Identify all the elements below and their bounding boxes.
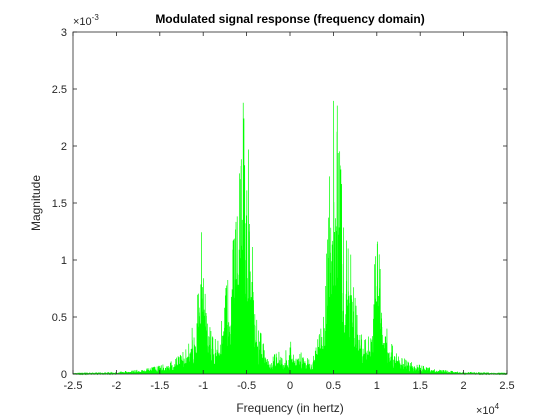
x-tick-label: 2	[461, 380, 467, 392]
x-tick-label: 1	[374, 380, 380, 392]
x-exponent-base: ×10	[476, 405, 495, 417]
x-tick-label: -2.5	[64, 380, 83, 392]
x-tick-label: 0	[287, 380, 293, 392]
x-exponent-power: 4	[495, 402, 500, 411]
y-exponent: ×10-3	[73, 13, 99, 28]
x-axis-label: Frequency (in hertz)	[236, 401, 343, 415]
y-exponent-power: -3	[92, 13, 100, 22]
y-exponent-base: ×10	[73, 16, 92, 28]
y-axis-label: Magnitude	[29, 175, 43, 231]
y-tick-label: 1.5	[52, 198, 67, 210]
x-tick-label: -0.5	[237, 380, 256, 392]
x-tick-label: -1	[198, 380, 208, 392]
x-exponent: ×104	[476, 402, 500, 417]
x-tick-label: 1.5	[413, 380, 428, 392]
x-tick-label: -1.5	[150, 380, 169, 392]
svg-text:×104: ×104	[476, 402, 500, 417]
plot-area	[73, 32, 507, 374]
y-axis: 0 0.5 1 1.5 2 2.5 3	[52, 27, 507, 381]
y-tick-label: 0	[61, 369, 67, 381]
x-tick-label: 2.5	[499, 380, 514, 392]
chart-title: Modulated signal response (frequency dom…	[155, 12, 424, 26]
series-line	[72, 100, 508, 376]
svg-text:×10-3: ×10-3	[73, 13, 99, 28]
y-tick-label: 3	[61, 27, 67, 39]
x-tick-label: -2	[112, 380, 122, 392]
y-tick-label: 0.5	[52, 312, 67, 324]
y-tick-label: 1	[61, 255, 67, 267]
series-layer	[72, 100, 508, 376]
y-tick-label: 2.5	[52, 84, 67, 96]
y-tick-label: 2	[61, 141, 67, 153]
x-tick-label: 0.5	[326, 380, 341, 392]
x-axis: -2.5 -2 -1.5 -1 -0.5 0 0.5 1 1.5 2 2.5	[64, 32, 515, 392]
